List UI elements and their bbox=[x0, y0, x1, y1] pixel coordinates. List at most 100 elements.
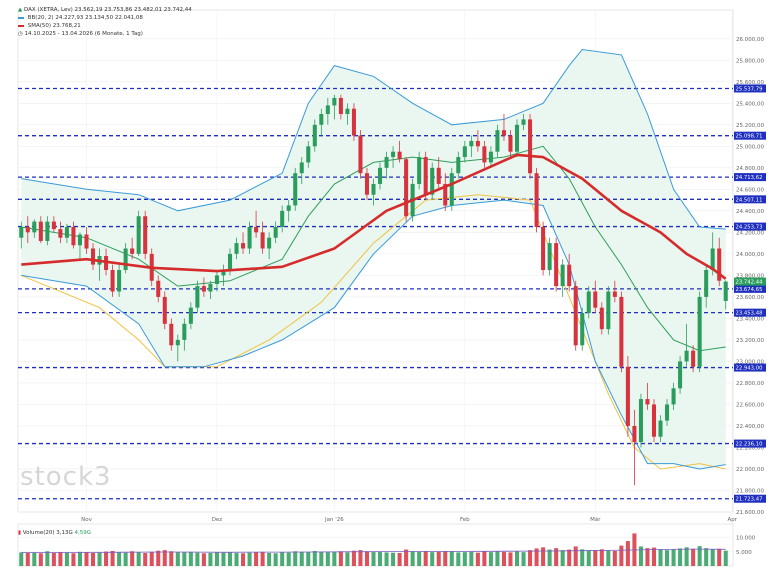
candle-body bbox=[254, 226, 259, 233]
candle-body bbox=[90, 248, 96, 265]
volume-bar bbox=[501, 551, 506, 566]
candle-body bbox=[130, 248, 135, 254]
candle-body bbox=[273, 226, 278, 238]
candle-body bbox=[541, 226, 546, 270]
candle-body bbox=[306, 146, 311, 163]
x-tick-label: Feb bbox=[460, 517, 470, 523]
level-label-box bbox=[734, 494, 766, 503]
level-label-box bbox=[734, 195, 766, 204]
candle-body bbox=[358, 135, 363, 174]
candle-body bbox=[495, 130, 500, 152]
legend-sma-row[interactable]: SMA(50) 23.768,21 bbox=[18, 22, 192, 30]
volume-bar bbox=[71, 553, 76, 566]
y-tick-label: 24.800,00 bbox=[736, 166, 764, 172]
level-label: 24.253,73 bbox=[736, 225, 763, 231]
candle-body bbox=[32, 221, 37, 233]
volume-bar bbox=[488, 552, 493, 566]
y-tick-label: 22.800,00 bbox=[736, 381, 764, 387]
candle-body bbox=[351, 108, 356, 136]
candle-body bbox=[704, 270, 709, 297]
volume-bar bbox=[267, 552, 272, 566]
volume-bar bbox=[104, 551, 109, 566]
candle-body bbox=[286, 205, 291, 211]
volume-bar bbox=[221, 552, 226, 566]
volume-bar bbox=[599, 549, 604, 566]
volume-bar bbox=[175, 552, 180, 566]
candle-body bbox=[51, 221, 56, 230]
level-label-box bbox=[734, 173, 766, 182]
candle-body bbox=[436, 167, 441, 184]
legend-sma-value: 23.768,21 bbox=[52, 23, 81, 29]
y-tick-label: 22.000,00 bbox=[736, 467, 764, 473]
candle-body bbox=[547, 243, 552, 270]
volume-bar bbox=[293, 551, 298, 566]
volume-bar bbox=[371, 552, 376, 566]
volume-bar bbox=[280, 552, 285, 566]
sma-50-line bbox=[21, 153, 727, 280]
volume-bar bbox=[136, 552, 141, 566]
candle-body bbox=[599, 307, 604, 330]
candle-body bbox=[332, 97, 337, 106]
candle-body bbox=[462, 146, 467, 158]
y-tick-label: 23.200,00 bbox=[736, 338, 764, 344]
candle-body bbox=[397, 151, 402, 160]
volume-bar bbox=[534, 548, 539, 566]
level-label-box bbox=[734, 131, 766, 140]
volume-bar bbox=[560, 550, 565, 566]
candle-body bbox=[45, 221, 50, 241]
volume-bar bbox=[58, 552, 63, 566]
candle-body bbox=[404, 159, 409, 217]
y-tick-label: 25.800,00 bbox=[736, 58, 764, 64]
bollinger-middle-line bbox=[21, 145, 726, 352]
candle-body bbox=[208, 283, 213, 292]
volume-bar bbox=[593, 550, 598, 566]
candle-body bbox=[182, 323, 187, 340]
y-tick-label: 24.600,00 bbox=[736, 187, 764, 193]
y-tick-label: 22.600,00 bbox=[736, 402, 764, 408]
candle-body bbox=[606, 291, 611, 330]
level-label-box bbox=[734, 439, 766, 448]
volume-bar bbox=[619, 545, 624, 566]
y-tick-label: 23.800,00 bbox=[736, 273, 764, 279]
volume-bar bbox=[286, 552, 291, 566]
volume-bar bbox=[651, 547, 657, 566]
volume-bar bbox=[443, 551, 448, 566]
candle-body bbox=[267, 237, 272, 249]
chart-toggle-icon[interactable]: ▲ bbox=[18, 7, 23, 13]
legend-bb-row[interactable]: BB(20, 2) 24.227,93 23.134,50 22.041,08 bbox=[18, 14, 192, 22]
level-label: 22.236,10 bbox=[736, 442, 764, 448]
candle-body bbox=[684, 350, 689, 362]
y-tick-label: 23.600,00 bbox=[736, 295, 764, 301]
candle-body bbox=[19, 226, 24, 238]
candle-body bbox=[573, 286, 578, 346]
candle-body bbox=[632, 425, 637, 443]
candle-body bbox=[338, 97, 343, 115]
volume-bar bbox=[436, 551, 441, 566]
candle-body bbox=[25, 226, 30, 233]
candle-body bbox=[423, 157, 428, 195]
candle-body bbox=[469, 140, 474, 147]
candle-body bbox=[143, 216, 148, 254]
level-label: 24.713,62 bbox=[736, 175, 763, 181]
y-tick-label: 25.600,00 bbox=[736, 80, 764, 86]
volume-bar bbox=[482, 551, 487, 566]
candle-body bbox=[625, 366, 630, 426]
legend-instrument: DAX (XETRA, Lev) bbox=[23, 7, 73, 13]
candle-body bbox=[638, 399, 643, 443]
volume-bar bbox=[117, 552, 122, 566]
candle-body bbox=[214, 275, 219, 284]
candle-body bbox=[175, 339, 180, 346]
candle-body bbox=[475, 140, 480, 147]
candle-body bbox=[234, 243, 239, 254]
volume-bar bbox=[38, 553, 43, 566]
candle-body bbox=[260, 232, 265, 249]
volume-bar bbox=[462, 552, 467, 566]
legend-range-row: ◷ 14.10.2025 - 13.04.2026 (6 Monate, 1 T… bbox=[18, 30, 192, 38]
candle-body bbox=[586, 291, 591, 314]
volume-bar bbox=[717, 548, 722, 566]
candle-body bbox=[560, 264, 565, 287]
volume-bar bbox=[691, 548, 696, 566]
candle-body bbox=[384, 157, 389, 168]
